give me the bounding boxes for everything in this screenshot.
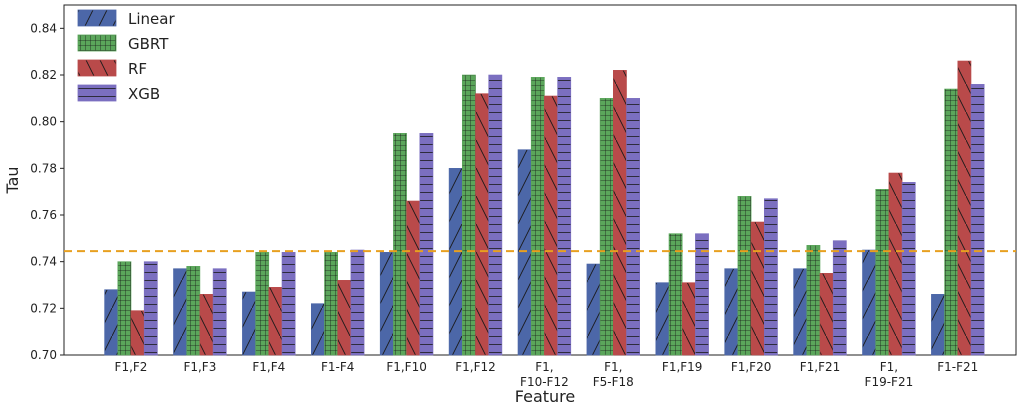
bar-xgb-8: [695, 233, 709, 356]
bar-rf-9: [750, 221, 765, 356]
bar-rf-2: [268, 287, 283, 356]
bar-xgb-3: [350, 249, 365, 356]
bar-linear-10: [793, 268, 808, 356]
bar-xgb-2: [281, 252, 296, 356]
bar-rf-10: [819, 273, 834, 356]
bar-gbrt-9: [737, 196, 752, 356]
bar-gbrt-7: [599, 98, 614, 356]
legend-swatch-gbrt: [77, 34, 117, 52]
y-tick-label: 0.84: [30, 21, 57, 35]
legend-label-xgb: XGB: [128, 85, 160, 103]
y-tick-label: 0.70: [30, 348, 57, 362]
bar-linear-2: [242, 291, 256, 356]
bar-rf-7: [612, 70, 627, 356]
x-tick-label: F1,F2: [115, 360, 148, 374]
bar-rf-3: [337, 280, 352, 356]
x-tick-label: F1-F21: [937, 360, 978, 374]
legend: Linear GBRT RF XGB: [77, 9, 175, 103]
bar-linear-1: [173, 268, 187, 356]
bar-gbrt-6: [530, 77, 545, 356]
bars-layer: [104, 60, 985, 356]
x-tick-label: F1,F10: [386, 360, 427, 374]
bar-linear-6: [517, 149, 532, 356]
x-axis-title: Feature: [515, 387, 575, 406]
bar-gbrt-5: [461, 74, 476, 356]
bar-xgb-4: [419, 133, 434, 356]
bar-xgb-1: [212, 268, 227, 356]
x-tick-label: F1,F12: [455, 360, 496, 374]
bar-gbrt-12: [944, 88, 959, 356]
y-tick-label: 0.74: [30, 255, 57, 269]
bar-gbrt-11: [875, 189, 890, 356]
x-tick-label: F1, F5-F18: [593, 360, 634, 389]
bar-linear-4: [379, 252, 394, 356]
y-axis: 0.70 0.72 0.74 0.76 0.78 0.80 0.82 0.84: [30, 21, 64, 362]
x-tick-label: F1, F19-F21: [865, 360, 914, 389]
bar-rf-8: [681, 282, 696, 356]
y-tick-label: 0.82: [30, 68, 57, 82]
bar-xgb-0: [143, 261, 158, 356]
bar-linear-8: [655, 282, 670, 356]
x-tick-label: F1,F3: [183, 360, 216, 374]
x-tick-label: F1,F4: [252, 360, 285, 374]
bar-linear-3: [310, 303, 325, 356]
y-tick-label: 0.76: [30, 208, 57, 222]
legend-swatch-xgb: [77, 84, 117, 102]
bar-linear-7: [586, 263, 601, 356]
bar-rf-4: [406, 200, 421, 356]
x-axis: F1,F2 F1,F3 F1,F4 F1-F4 F1,F10 F1,F12 F1, F10-F…: [115, 360, 979, 389]
bar-linear-11: [862, 249, 876, 356]
bar-rf-6: [544, 95, 558, 356]
y-axis-title: Tau: [3, 166, 22, 194]
legend-label-gbrt: GBRT: [128, 35, 169, 53]
bar-linear-5: [448, 168, 463, 356]
bar-xgb-7: [626, 98, 640, 356]
legend-label-linear: Linear: [128, 10, 175, 28]
bar-xgb-10: [832, 240, 847, 356]
bar-rf-0: [130, 310, 145, 356]
bar-rf-11: [888, 172, 903, 356]
bar-rf-12: [957, 60, 972, 356]
x-tick-label: F1, F10-F12: [520, 360, 569, 389]
bar-gbrt-2: [255, 252, 270, 356]
bar-gbrt-3: [324, 252, 338, 356]
bar-linear-9: [724, 268, 739, 356]
bar-xgb-12: [970, 84, 985, 356]
bar-gbrt-1: [186, 266, 201, 356]
x-tick-label: F1,F20: [731, 360, 772, 374]
bar-rf-5: [475, 93, 489, 356]
bar-linear-12: [931, 294, 945, 356]
y-tick-label: 0.80: [30, 115, 57, 129]
legend-swatch-linear: [77, 9, 117, 27]
bar-rf-1: [199, 294, 214, 356]
x-tick-label: F1,F21: [800, 360, 841, 374]
x-tick-label: F1,F19: [662, 360, 703, 374]
y-tick-label: 0.78: [30, 161, 57, 175]
bar-gbrt-0: [117, 261, 132, 356]
bar-gbrt-4: [393, 133, 407, 356]
bar-xgb-11: [901, 182, 916, 356]
bar-linear-0: [104, 289, 119, 356]
y-tick-label: 0.72: [30, 301, 57, 315]
bar-gbrt-10: [806, 245, 821, 356]
bar-xgb-9: [763, 198, 778, 356]
legend-label-rf: RF: [128, 60, 147, 78]
legend-swatch-rf: [77, 59, 117, 77]
x-tick-label: F1-F4: [321, 360, 354, 374]
bar-xgb-5: [488, 74, 503, 356]
bar-xgb-6: [557, 77, 572, 356]
